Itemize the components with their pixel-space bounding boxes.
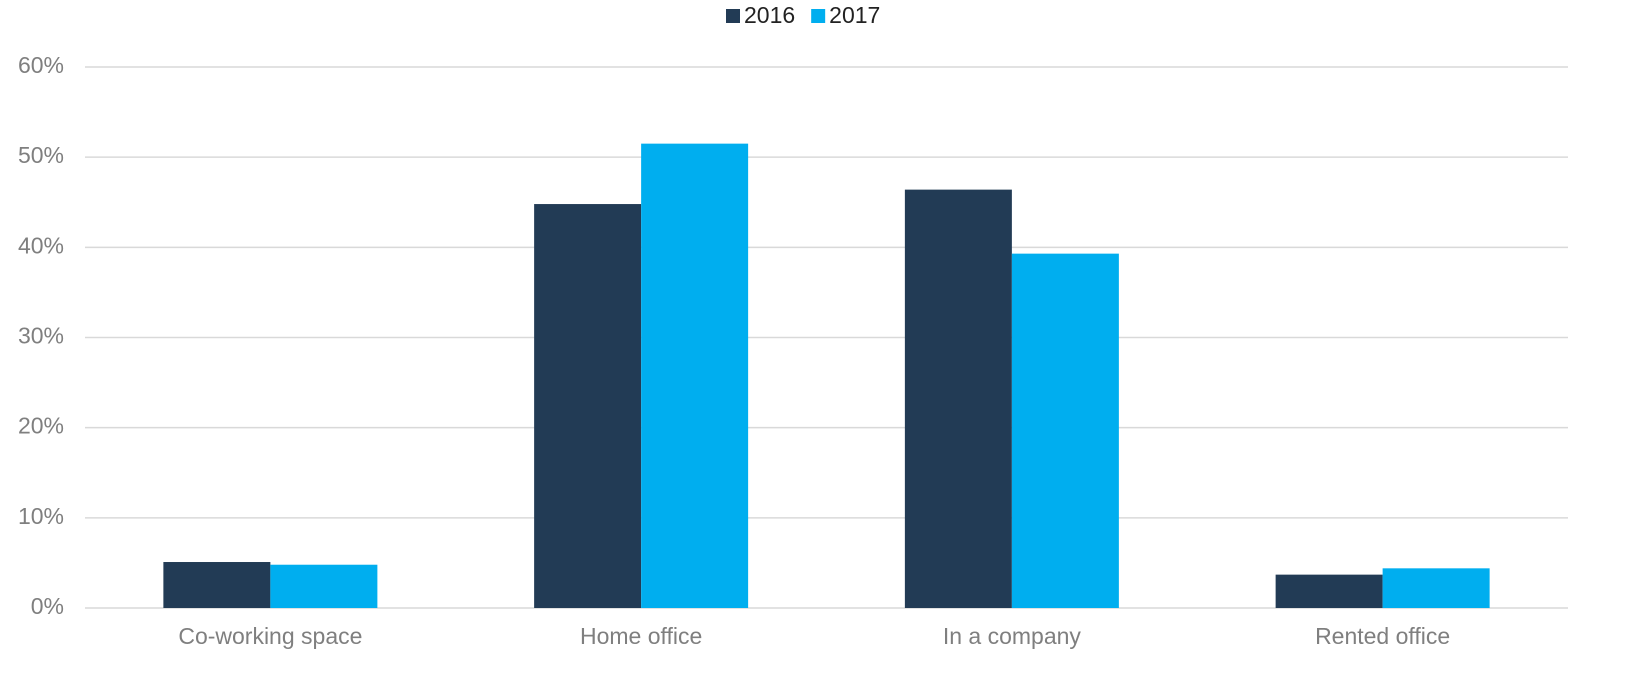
x-tick-label: Home office [580, 623, 702, 649]
y-tick-label: 60% [18, 52, 64, 78]
legend-swatch [811, 9, 826, 23]
bar [270, 564, 378, 608]
bar [1382, 568, 1490, 608]
bar [904, 189, 1012, 609]
bar [641, 143, 749, 608]
x-tick-label: Rented office [1315, 623, 1450, 649]
bar [534, 204, 642, 608]
legend-label: 2016 [744, 2, 795, 28]
bar [1275, 574, 1383, 608]
y-tick-label: 50% [18, 142, 64, 168]
y-tick-label: 0% [31, 593, 64, 619]
x-tick-label: In a company [943, 623, 1082, 649]
legend-swatch [726, 9, 740, 23]
y-tick-label: 20% [18, 413, 64, 439]
x-tick-label: Co-working space [178, 623, 362, 649]
bar [163, 562, 271, 608]
legend-label: 2017 [829, 2, 880, 28]
bar [1011, 253, 1119, 608]
y-tick-label: 30% [18, 323, 64, 349]
y-tick-label: 40% [18, 232, 64, 258]
y-tick-label: 10% [18, 503, 64, 529]
